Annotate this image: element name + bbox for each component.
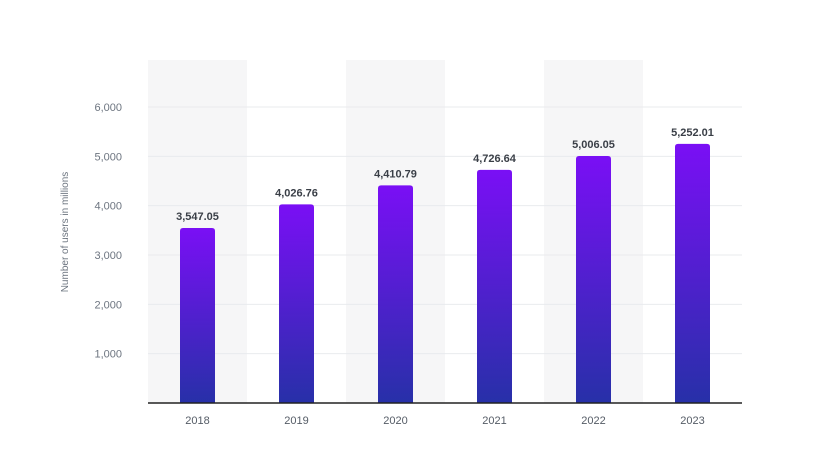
data-label-2022: 5,006.05 [572, 139, 615, 151]
x-tick-label: 2020 [383, 415, 407, 427]
data-label-2020: 4,410.79 [374, 168, 417, 180]
grid-lines [148, 106, 742, 355]
data-labels: 3,547.05 4,026.76 4,410.79 4,726.64 5,006.05… [176, 127, 714, 223]
bar-2023 [675, 143, 710, 404]
y-tick-label: 5,000 [94, 151, 122, 163]
y-axis-ticks: 1,000 2,000 3,000 4,000 5,000 6,000 [94, 102, 122, 361]
x-axis-ticks: 2018 2019 2020 2021 2022 2023 [185, 415, 704, 427]
data-label-2023: 5,252.01 [671, 127, 714, 139]
x-tick-label: 2021 [482, 415, 506, 427]
y-tick-label: 4,000 [94, 201, 122, 213]
y-axis-title: Number of users in millions [60, 172, 71, 293]
bar-2021 [477, 169, 512, 403]
y-tick-label: 3,000 [94, 250, 122, 262]
x-tick-label: 2019 [284, 415, 308, 427]
y-tick-label: 2,000 [94, 299, 122, 311]
bar-2018 [180, 228, 215, 403]
x-tick-label: 2018 [185, 415, 209, 427]
bar-2022 [576, 156, 611, 403]
x-tick-label: 2022 [581, 415, 605, 427]
data-label-2019: 4,026.76 [275, 187, 318, 199]
bar-2020 [378, 185, 413, 403]
data-label-2018: 3,547.05 [176, 211, 219, 223]
data-label-2021: 4,726.64 [473, 153, 517, 165]
bar-2019 [279, 204, 314, 403]
x-tick-label: 2023 [680, 415, 704, 427]
y-tick-label: 6,000 [94, 102, 122, 114]
bars [180, 143, 710, 404]
y-tick-label: 1,000 [94, 349, 122, 361]
